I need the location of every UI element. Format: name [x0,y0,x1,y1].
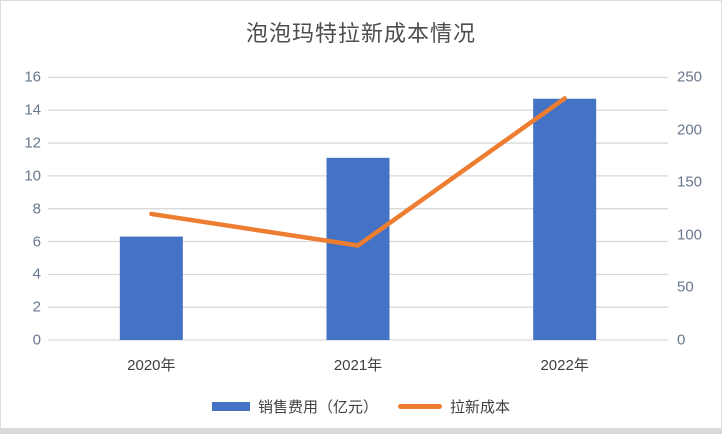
y-axis-left-tick: 6 [32,233,41,251]
chart-title: 泡泡玛特拉新成本情况 [245,21,476,46]
y-axis-left-tick: 2 [32,298,41,316]
legend-item-sales-expense: 销售费用（亿元） [211,396,378,417]
legend-label-acquisition-cost: 拉新成本 [450,399,511,416]
chart-legend: 销售费用（亿元） 拉新成本 [1,396,721,417]
bar-2021年 [326,157,390,340]
y-axis-right-tick: 150 [677,173,703,191]
bar-series-swatch-icon [211,402,250,411]
y-axis-left-tick: 8 [32,200,41,218]
legend-label-sales-expense: 销售费用（亿元） [257,399,378,416]
x-axis-label-2021年: 2021年 [333,357,383,374]
x-axis-label-2022年: 2022年 [540,357,589,374]
y-axis-left-tick: 10 [24,167,41,185]
y-axis-right-tick: 0 [677,331,686,349]
y-axis-right-tick: 250 [677,68,703,86]
y-axis-left-tick: 0 [32,331,41,349]
y-axis-right-tick: 50 [677,278,694,296]
y-axis-left-tick: 16 [24,68,41,86]
line-series-swatch-icon [398,404,442,409]
bar-2022年 [533,98,597,340]
legend-item-acquisition-cost: 拉新成本 [398,396,510,417]
y-axis-left-tick: 4 [32,265,41,283]
y-axis-right-tick: 100 [677,226,703,244]
bar-2020年 [119,236,183,340]
x-axis-label-2020年: 2020年 [127,357,176,374]
y-axis-left-tick: 12 [24,134,41,152]
line-series [149,96,567,248]
y-axis-right-tick: 200 [677,121,703,139]
y-axis-left-tick: 14 [24,101,41,119]
